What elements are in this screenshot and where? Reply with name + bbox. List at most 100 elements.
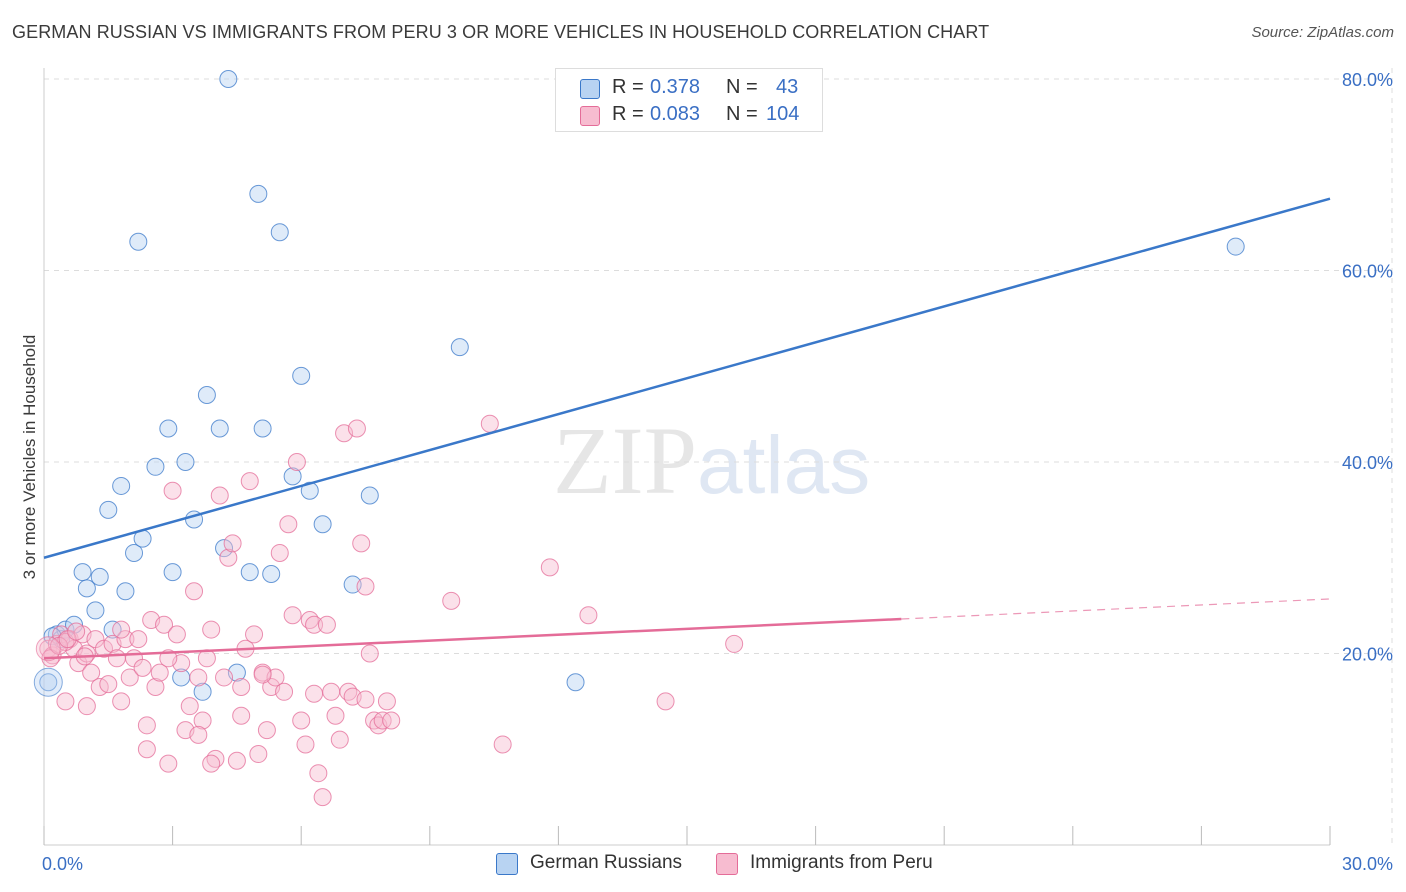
point-immigrants-peru [296, 735, 315, 754]
point-german-russians [129, 232, 148, 251]
point-german-russians [86, 601, 105, 620]
legend-r-value: 0.083 [650, 103, 701, 125]
legend-r-label: R = [612, 76, 644, 98]
x-tick-label: 0.0% [42, 854, 83, 874]
point-immigrants-peru [112, 692, 131, 711]
point-immigrants-peru [107, 649, 126, 668]
point-immigrants-peru [67, 622, 86, 641]
point-immigrants-peru [155, 615, 174, 634]
point-immigrants-peru [185, 582, 204, 601]
legend-r-value: 0.378 [650, 76, 701, 98]
point-immigrants-peru [292, 711, 311, 730]
point-immigrants-peru [146, 678, 165, 697]
point-immigrants-peru [193, 711, 212, 730]
point-german-russians [146, 457, 165, 476]
bottom-legend-label: German Russians [530, 852, 683, 873]
point-immigrants-peru [99, 675, 118, 694]
point-immigrants-peru [56, 692, 75, 711]
bottom-legend-swatch-blue [496, 853, 518, 875]
trend-line-german-russians [43, 197, 1331, 559]
data-points [33, 70, 1245, 807]
point-immigrants-peru [326, 706, 345, 725]
point-german-russians [116, 582, 135, 601]
point-immigrants-peru [137, 716, 156, 735]
point-german-russians [125, 543, 144, 562]
point-german-russians [193, 682, 212, 701]
point-german-russians [112, 476, 131, 495]
point-german-russians [1226, 237, 1245, 256]
point-immigrants-peru [232, 678, 251, 697]
point-german-russians [39, 673, 58, 692]
point-german-russians [292, 366, 311, 385]
point-immigrants-peru [35, 636, 61, 662]
point-immigrants-peru [322, 682, 341, 701]
point-immigrants-peru [249, 745, 268, 764]
point-immigrants-peru [43, 646, 62, 665]
point-immigrants-peru [270, 543, 289, 562]
point-german-russians [253, 419, 272, 438]
point-immigrants-peru [305, 615, 324, 634]
point-immigrants-peru [725, 634, 744, 653]
point-german-russians [90, 567, 109, 586]
point-immigrants-peru [360, 644, 379, 663]
point-immigrants-peru [219, 548, 238, 567]
point-german-russians [249, 184, 268, 203]
grid-lines [44, 68, 1393, 845]
point-german-russians [360, 486, 379, 505]
point-immigrants-peru [253, 665, 272, 684]
point-german-russians [176, 453, 195, 471]
point-immigrants-peru [112, 620, 131, 639]
point-immigrants-peru [309, 764, 328, 783]
y-tick-label: 60.0% [1342, 262, 1393, 282]
point-immigrants-peru [245, 625, 264, 644]
point-german-russians [450, 338, 469, 357]
legend-swatch-pink [580, 106, 600, 126]
point-immigrants-peru [202, 754, 221, 773]
point-german-russians [283, 467, 302, 486]
point-german-russians [215, 539, 234, 558]
point-german-russians [566, 673, 585, 692]
point-german-russians [219, 70, 238, 88]
point-immigrants-peru [95, 639, 114, 658]
point-immigrants-peru [279, 515, 298, 534]
point-immigrants-peru [442, 591, 461, 610]
point-immigrants-peru [120, 668, 139, 687]
bottom-legend-label: Immigrants from Peru [750, 852, 933, 873]
point-immigrants-peru [223, 534, 242, 553]
y-tick-label: 80.0% [1342, 70, 1393, 90]
point-german-russians [99, 500, 118, 519]
axes [43, 68, 1331, 846]
trend-line-immigrants-peru-extrapolated [901, 598, 1331, 620]
y-axis-label: 3 or more Vehicles in Household [20, 334, 39, 580]
tick-labels: 20.0% 40.0% 60.0% 80.0% 0.0% 30.0% [42, 70, 1393, 874]
point-immigrants-peru [180, 697, 199, 716]
point-immigrants-peru [232, 706, 251, 725]
point-immigrants-peru [129, 630, 148, 649]
point-immigrants-peru [116, 630, 135, 649]
source-credit: Source: ZipAtlas.com [1251, 24, 1394, 41]
x-tick-label: 30.0% [1342, 854, 1393, 874]
point-immigrants-peru [540, 558, 559, 577]
point-immigrants-peru [202, 620, 221, 639]
point-immigrants-peru [283, 606, 302, 625]
point-german-russians [262, 565, 281, 584]
point-immigrants-peru [210, 486, 229, 505]
point-immigrants-peru [150, 663, 169, 682]
point-immigrants-peru [189, 668, 208, 687]
point-immigrants-peru [163, 481, 182, 500]
point-immigrants-peru [77, 697, 96, 716]
point-immigrants-peru [240, 472, 259, 491]
point-immigrants-peru [493, 735, 512, 754]
trend-lines [43, 197, 1331, 660]
point-immigrants-peru [167, 625, 186, 644]
watermark-zip: ZIP [553, 407, 697, 514]
point-immigrants-peru [579, 606, 598, 625]
point-immigrants-peru [133, 658, 152, 677]
point-german-russians [240, 563, 259, 582]
legend-r-label: R = [612, 103, 644, 125]
point-german-russians [33, 667, 63, 697]
point-german-russians [159, 419, 178, 438]
legend-n-value: 43 [776, 76, 799, 98]
point-immigrants-peru [305, 684, 324, 703]
